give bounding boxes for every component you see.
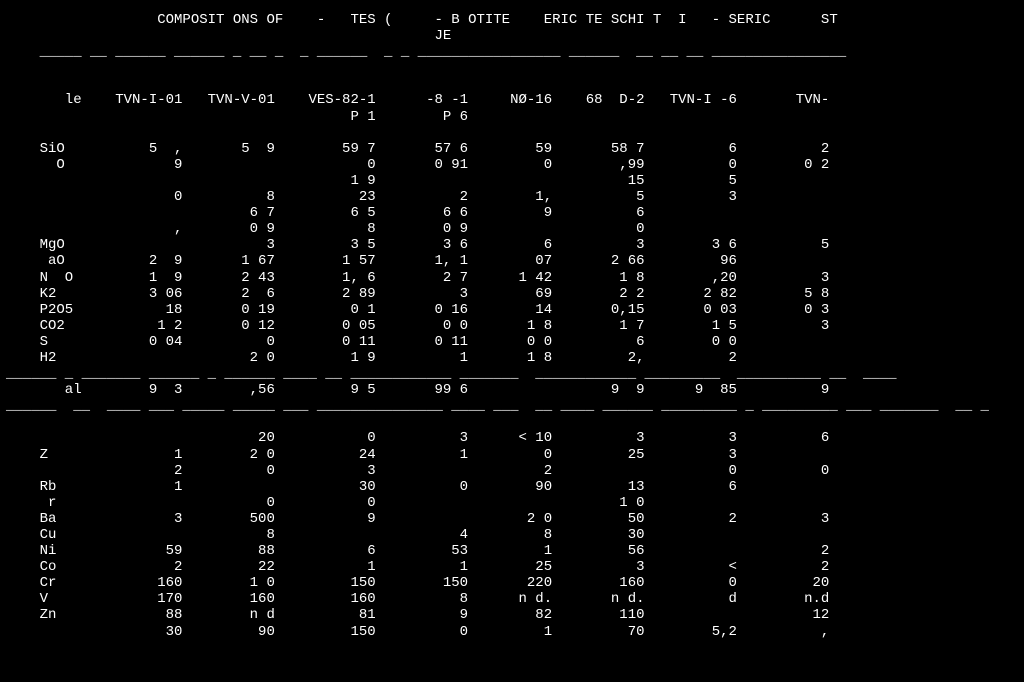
composition-table: COMPOSIT ONS OF - TES ( - B OTITE ERIC T… — [0, 0, 1024, 652]
